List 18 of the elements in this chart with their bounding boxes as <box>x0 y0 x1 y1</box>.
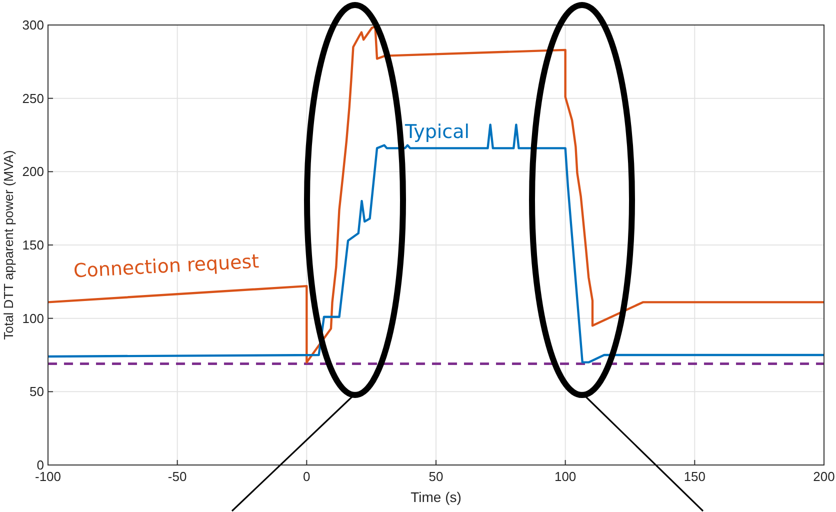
y-tick-label: 250 <box>22 90 44 106</box>
y-tick-label: 300 <box>22 18 44 32</box>
x-tick-label: 0 <box>303 469 310 484</box>
x-tick-label: 150 <box>684 469 706 484</box>
x-tick-label: 50 <box>428 469 444 484</box>
x-tick-label: 200 <box>813 469 835 484</box>
line-series <box>46 25 826 364</box>
y-tick-label: 50 <box>30 384 44 400</box>
line-series <box>46 124 826 364</box>
y-tick-label: 150 <box>22 238 44 252</box>
x-tick-label: -50 <box>168 469 187 484</box>
x-tick-label: 100 <box>554 469 576 484</box>
x-axis-title: Time (s) <box>410 489 462 505</box>
y-axis-title: Total DTT apparent power (MVA) <box>1 150 16 340</box>
y-tick-label: 100 <box>22 310 44 326</box>
y-tick-label: 200 <box>22 164 44 180</box>
series-label: Connection request <box>72 250 260 282</box>
series-label: Typical <box>404 120 470 143</box>
